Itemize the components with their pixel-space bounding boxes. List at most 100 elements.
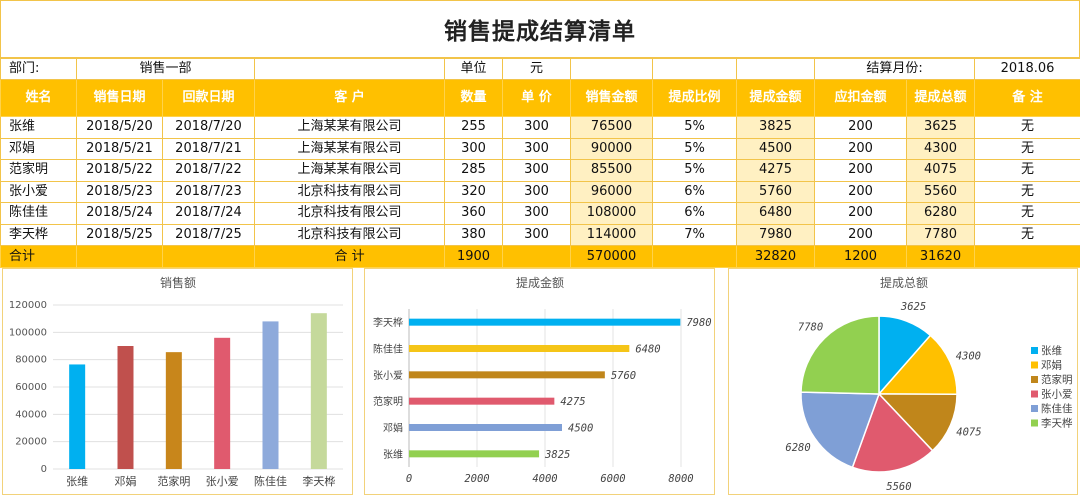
header-col-qty[interactable]: 数量: [444, 79, 504, 117]
cell-col-rate[interactable]: 5%: [652, 159, 738, 182]
cell-col-name[interactable]: 张小爱: [0, 180, 77, 203]
cell-col-name[interactable]: 邓娟: [0, 137, 77, 160]
cell-col-deduct[interactable]: 200: [814, 137, 908, 160]
cell-col-remark[interactable]: 无: [974, 180, 1080, 203]
cell-col-customer[interactable]: 北京科技有限公司: [254, 180, 446, 203]
cell-col-return-date[interactable]: 2018/7/20: [161, 116, 256, 139]
cell-col-name[interactable]: 陈佳佳: [0, 202, 77, 225]
cell-col-sale-date[interactable]: 2018/5/21: [76, 137, 163, 160]
empty-cell[interactable]: [161, 245, 256, 268]
cell-col-net[interactable]: 6280: [906, 202, 976, 225]
cell-col-return-date[interactable]: 2018/7/22: [161, 159, 256, 182]
empty-cell[interactable]: [502, 245, 572, 268]
cell-col-name[interactable]: 张维: [0, 116, 77, 139]
total-label[interactable]: 合计: [0, 245, 77, 268]
cell-col-deduct[interactable]: 200: [814, 159, 908, 182]
header-col-rate[interactable]: 提成比例: [652, 79, 738, 117]
cell-col-sales[interactable]: 85500: [570, 159, 654, 182]
cell-col-sale-date[interactable]: 2018/5/24: [76, 202, 163, 225]
cell-col-return-date[interactable]: 2018/7/24: [161, 202, 256, 225]
header-col-deduct[interactable]: 应扣金额: [814, 79, 908, 117]
cell-col-remark[interactable]: 无: [974, 223, 1080, 246]
cell-col-rate[interactable]: 7%: [652, 223, 738, 246]
empty-cell[interactable]: [652, 245, 738, 268]
cell-col-price[interactable]: 300: [502, 116, 572, 139]
cell-col-customer[interactable]: 上海某某有限公司: [254, 159, 446, 182]
cell-col-sale-date[interactable]: 2018/5/20: [76, 116, 163, 139]
total-sales[interactable]: 570000: [570, 245, 654, 268]
header-col-customer[interactable]: 客 户: [254, 79, 446, 117]
cell-col-rate[interactable]: 5%: [652, 137, 738, 160]
unit-label[interactable]: 单位: [444, 58, 504, 80]
total-commission[interactable]: 32820: [736, 245, 816, 268]
header-col-net[interactable]: 提成总额: [906, 79, 976, 117]
cell-col-rate[interactable]: 6%: [652, 180, 738, 203]
cell-col-sales[interactable]: 108000: [570, 202, 654, 225]
cell-col-deduct[interactable]: 200: [814, 223, 908, 246]
cell-col-name[interactable]: 李天桦: [0, 223, 77, 246]
cell-col-deduct[interactable]: 200: [814, 116, 908, 139]
header-col-sale-date[interactable]: 销售日期: [76, 79, 163, 117]
cell-col-return-date[interactable]: 2018/7/21: [161, 137, 256, 160]
cell-col-net[interactable]: 7780: [906, 223, 976, 246]
cell-col-price[interactable]: 300: [502, 159, 572, 182]
cell-col-sale-date[interactable]: 2018/5/22: [76, 159, 163, 182]
cell-col-sale-date[interactable]: 2018/5/23: [76, 180, 163, 203]
total-customer[interactable]: 合 计: [254, 245, 446, 268]
cell-col-net[interactable]: 4300: [906, 137, 976, 160]
cell-col-name[interactable]: 范家明: [0, 159, 77, 182]
total-deduct[interactable]: 1200: [814, 245, 908, 268]
cell-col-deduct[interactable]: 200: [814, 180, 908, 203]
cell-col-sales[interactable]: 90000: [570, 137, 654, 160]
cell-col-commission[interactable]: 3825: [736, 116, 816, 139]
cell-col-qty[interactable]: 320: [444, 180, 504, 203]
header-col-return-date[interactable]: 回款日期: [161, 79, 256, 117]
cell-col-customer[interactable]: 上海某某有限公司: [254, 137, 446, 160]
cell-col-net[interactable]: 3625: [906, 116, 976, 139]
cell-col-deduct[interactable]: 200: [814, 202, 908, 225]
header-col-remark[interactable]: 备 注: [974, 79, 1080, 117]
total-qty[interactable]: 1900: [444, 245, 504, 268]
header-col-name[interactable]: 姓名: [0, 79, 77, 117]
empty-cell[interactable]: [254, 58, 446, 80]
cell-col-qty[interactable]: 360: [444, 202, 504, 225]
month-value[interactable]: 2018.06: [974, 58, 1080, 80]
cell-col-remark[interactable]: 无: [974, 116, 1080, 139]
cell-col-customer[interactable]: 上海某某有限公司: [254, 116, 446, 139]
cell-col-remark[interactable]: 无: [974, 202, 1080, 225]
header-col-price[interactable]: 单 价: [502, 79, 572, 117]
cell-col-sales[interactable]: 96000: [570, 180, 654, 203]
cell-col-rate[interactable]: 6%: [652, 202, 738, 225]
commission-chart-panel[interactable]: 提成金额 0 2000 4000 6000 8000 李天桦 7980 陈佳佳 6480 张小爱 57…: [364, 268, 715, 495]
header-col-commission[interactable]: 提成金额: [736, 79, 816, 117]
header-col-sales[interactable]: 销售金额: [570, 79, 654, 117]
cell-col-qty[interactable]: 255: [444, 116, 504, 139]
cell-col-price[interactable]: 300: [502, 223, 572, 246]
cell-col-return-date[interactable]: 2018/7/23: [161, 180, 256, 203]
empty-cell[interactable]: [652, 58, 738, 80]
cell-col-price[interactable]: 300: [502, 180, 572, 203]
dept-label[interactable]: 部门:: [0, 58, 77, 80]
cell-col-sale-date[interactable]: 2018/5/25: [76, 223, 163, 246]
cell-col-customer[interactable]: 北京科技有限公司: [254, 223, 446, 246]
empty-cell[interactable]: [76, 245, 163, 268]
net-commission-chart-panel[interactable]: 提成总额 3625 4300 4075 5560 6280 7780 张维 邓娟 范家明 张小爱 陈佳…: [728, 268, 1078, 495]
unit-value[interactable]: 元: [502, 58, 572, 80]
cell-col-net[interactable]: 5560: [906, 180, 976, 203]
empty-cell[interactable]: [736, 58, 816, 80]
cell-col-return-date[interactable]: 2018/7/25: [161, 223, 256, 246]
cell-col-commission[interactable]: 6480: [736, 202, 816, 225]
cell-col-qty[interactable]: 380: [444, 223, 504, 246]
cell-col-price[interactable]: 300: [502, 202, 572, 225]
cell-col-price[interactable]: 300: [502, 137, 572, 160]
empty-cell[interactable]: [974, 245, 1080, 268]
cell-col-commission[interactable]: 4275: [736, 159, 816, 182]
cell-col-commission[interactable]: 7980: [736, 223, 816, 246]
total-net[interactable]: 31620: [906, 245, 976, 268]
cell-col-customer[interactable]: 北京科技有限公司: [254, 202, 446, 225]
dept-value[interactable]: 销售一部: [75, 58, 256, 80]
cell-col-net[interactable]: 4075: [906, 159, 976, 182]
sales-chart-panel[interactable]: 销售额 0 20000 40000 60000 80000 100000 120000 张维 邓娟…: [2, 268, 353, 495]
cell-col-sales[interactable]: 114000: [570, 223, 654, 246]
cell-col-remark[interactable]: 无: [974, 159, 1080, 182]
